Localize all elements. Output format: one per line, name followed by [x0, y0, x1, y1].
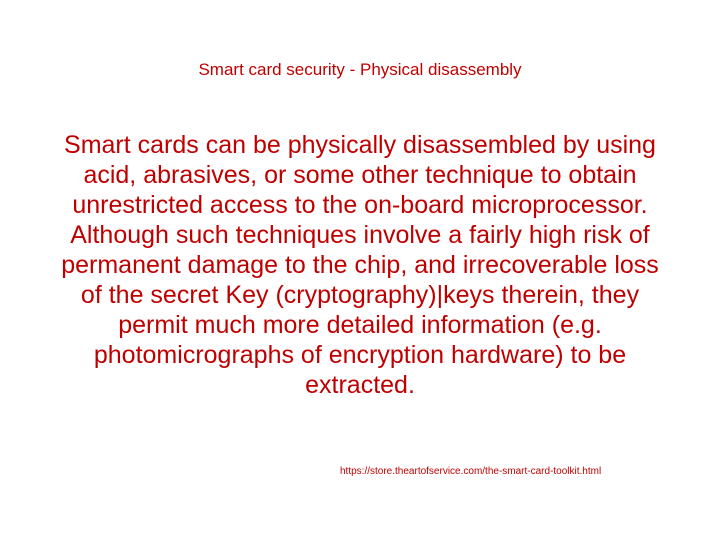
- slide-footer-url: https://store.theartofservice.com/the-sm…: [340, 466, 720, 477]
- slide-body: Smart cards can be physically disassembl…: [60, 130, 660, 400]
- slide-heading: Smart card security - Physical disassemb…: [0, 60, 720, 80]
- slide: Smart card security - Physical disassemb…: [0, 0, 720, 540]
